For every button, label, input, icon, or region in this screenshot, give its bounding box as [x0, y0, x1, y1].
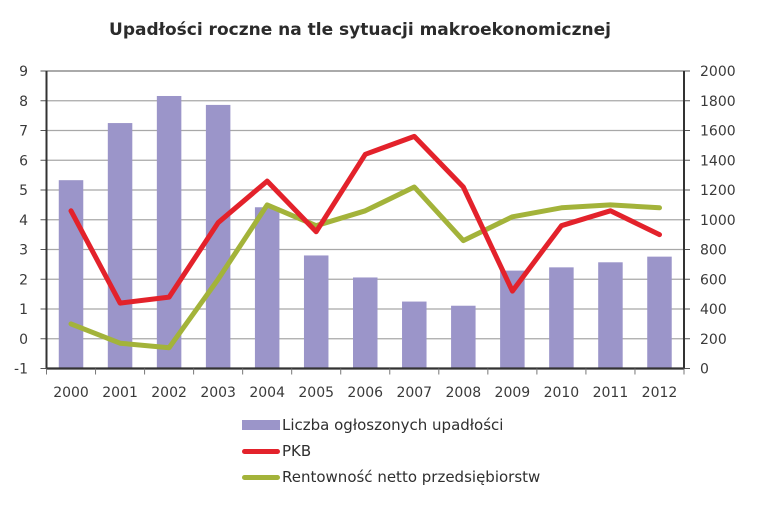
svg-text:9: 9: [19, 64, 28, 80]
svg-text:2009: 2009: [495, 385, 531, 401]
legend-item-rentownosc: Rentowność netto przedsiębiorstw: [242, 464, 540, 490]
svg-text:2003: 2003: [200, 385, 236, 401]
svg-text:3: 3: [19, 243, 28, 259]
svg-text:400: 400: [700, 302, 727, 318]
svg-text:-1: -1: [14, 362, 28, 378]
left-axis-labels: 9 8 7 6 5 4 3 2 1 0 -1: [14, 64, 28, 378]
svg-text:2: 2: [19, 272, 28, 288]
svg-text:2011: 2011: [593, 385, 629, 401]
svg-text:2010: 2010: [544, 385, 580, 401]
svg-text:600: 600: [700, 272, 727, 288]
axes: [45, 71, 685, 375]
svg-text:1: 1: [19, 302, 28, 318]
svg-text:5: 5: [19, 183, 28, 199]
svg-text:2005: 2005: [298, 385, 334, 401]
svg-text:2001: 2001: [102, 385, 138, 401]
svg-text:1200: 1200: [700, 183, 736, 199]
legend-item-bankruptcies: Liczba ogłoszonych upadłości: [242, 412, 540, 438]
x-axis-labels: 2000 2001 2002 2003 2004 2005 2006 2007 2008 2009…: [53, 385, 677, 401]
bar-series-upadlosci: [58, 95, 672, 369]
svg-text:2000: 2000: [700, 64, 736, 80]
svg-text:8: 8: [19, 94, 28, 110]
legend-item-pkb: PKB: [242, 438, 540, 464]
legend-label: Rentowność netto przedsiębiorstw: [282, 468, 541, 486]
svg-text:1000: 1000: [700, 213, 736, 229]
svg-text:1600: 1600: [700, 124, 736, 140]
svg-text:2002: 2002: [151, 385, 187, 401]
svg-text:4: 4: [19, 213, 28, 229]
line-series: [68, 133, 662, 351]
svg-text:2012: 2012: [642, 385, 678, 401]
svg-text:800: 800: [700, 243, 727, 259]
line-swatch-icon: [242, 448, 280, 454]
svg-text:0: 0: [700, 362, 709, 378]
svg-text:0: 0: [19, 332, 28, 348]
line-swatch-icon: [242, 474, 280, 480]
svg-text:2008: 2008: [446, 385, 482, 401]
svg-text:2000: 2000: [53, 385, 89, 401]
svg-text:2004: 2004: [249, 385, 285, 401]
legend-label: PKB: [282, 442, 312, 460]
svg-text:7: 7: [19, 124, 28, 140]
svg-text:2007: 2007: [396, 385, 432, 401]
legend: Liczba ogłoszonych upadłości PKB Rentown…: [242, 412, 540, 490]
legend-label: Liczba ogłoszonych upadłości: [282, 416, 504, 434]
svg-text:6: 6: [19, 153, 28, 169]
svg-text:1400: 1400: [700, 153, 736, 169]
chart-title: Upadłości roczne na tle sytuacji makroek…: [109, 20, 611, 40]
svg-text:200: 200: [700, 332, 727, 348]
svg-text:1800: 1800: [700, 94, 736, 110]
bar-swatch-icon: [242, 420, 280, 430]
svg-text:2006: 2006: [347, 385, 383, 401]
